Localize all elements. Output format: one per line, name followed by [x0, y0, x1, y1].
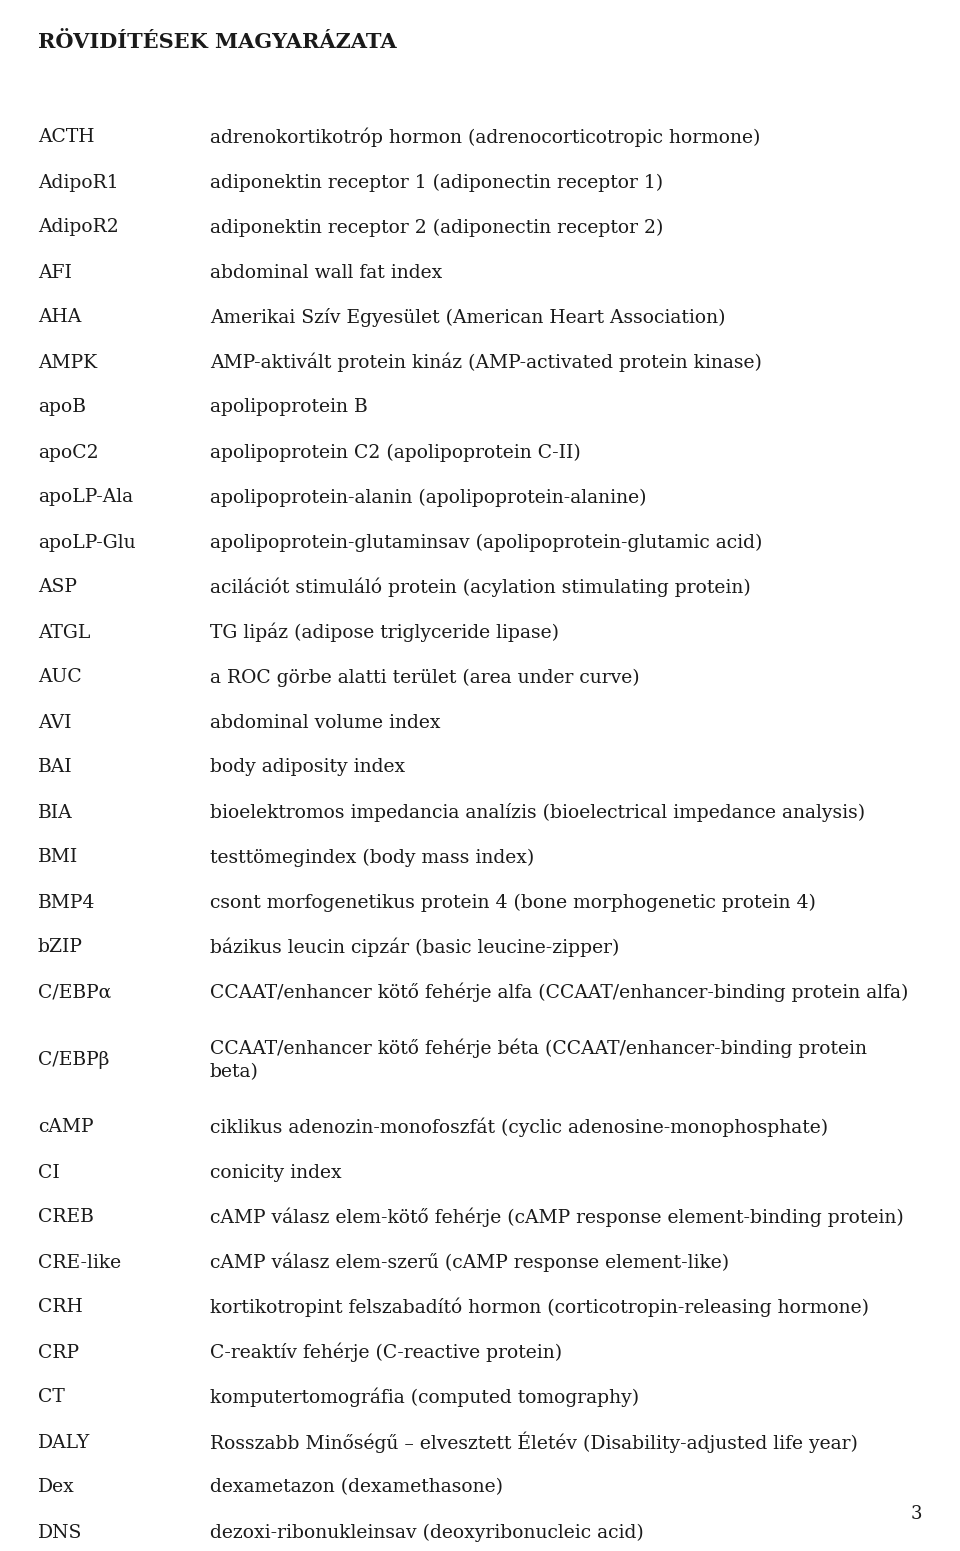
Text: apoLP-Glu: apoLP-Glu — [38, 534, 135, 552]
Text: ACTH: ACTH — [38, 129, 94, 146]
Text: CREB: CREB — [38, 1208, 94, 1227]
Text: testtömegindex (body mass index): testtömegindex (body mass index) — [210, 848, 535, 867]
Text: C/EBPβ: C/EBPβ — [38, 1052, 109, 1069]
Text: Rosszabb Minőségű – elvesztett Életév (Disability-adjusted life year): Rosszabb Minőségű – elvesztett Életév (D… — [210, 1432, 858, 1453]
Text: AHA: AHA — [38, 309, 82, 327]
Text: BMI: BMI — [38, 848, 79, 867]
Text: body adiposity index: body adiposity index — [210, 758, 405, 777]
Text: komputertomográfia (computed tomography): komputertomográfia (computed tomography) — [210, 1388, 639, 1407]
Text: dexametazon (dexamethasone): dexametazon (dexamethasone) — [210, 1478, 503, 1497]
Text: C-reaktív fehérje (C-reactive protein): C-reaktív fehérje (C-reactive protein) — [210, 1343, 563, 1362]
Text: a ROC görbe alatti terület (area under curve): a ROC görbe alatti terület (area under c… — [210, 668, 639, 687]
Text: kortikotropint felszabadító hormon (corticotropin-releasing hormone): kortikotropint felszabadító hormon (cort… — [210, 1298, 869, 1317]
Text: apolipoprotein C2 (apolipoprotein C-II): apolipoprotein C2 (apolipoprotein C-II) — [210, 444, 581, 462]
Text: BAI: BAI — [38, 758, 73, 777]
Text: bázikus leucin cipzár (basic leucine-zipper): bázikus leucin cipzár (basic leucine-zip… — [210, 938, 619, 957]
Text: BMP4: BMP4 — [38, 893, 95, 912]
Text: AdipoR1: AdipoR1 — [38, 174, 119, 191]
Text: apoB: apoB — [38, 399, 86, 417]
Text: CCAAT/enhancer kötő fehérje béta (CCAAT/enhancer-binding protein: CCAAT/enhancer kötő fehérje béta (CCAAT/… — [210, 1039, 867, 1058]
Text: apolipoprotein-glutaminsav (apolipoprotein-glutamic acid): apolipoprotein-glutaminsav (apolipoprote… — [210, 534, 762, 552]
Text: DALY: DALY — [38, 1433, 90, 1452]
Text: C/EBPα: C/EBPα — [38, 983, 111, 1002]
Text: beta): beta) — [210, 1062, 259, 1081]
Text: abdominal volume index: abdominal volume index — [210, 713, 441, 732]
Text: CT: CT — [38, 1388, 64, 1407]
Text: AVI: AVI — [38, 713, 71, 732]
Text: conicity index: conicity index — [210, 1163, 342, 1182]
Text: CRE-like: CRE-like — [38, 1253, 121, 1272]
Text: Dex: Dex — [38, 1478, 75, 1497]
Text: apoLP-Ala: apoLP-Ala — [38, 489, 133, 507]
Text: CI: CI — [38, 1163, 60, 1182]
Text: ciklikus adenozin-monofoszfát (cyclic adenosine-monophosphate): ciklikus adenozin-monofoszfát (cyclic ad… — [210, 1118, 828, 1137]
Text: AFI: AFI — [38, 264, 72, 281]
Text: Amerikai Szív Egyesület (American Heart Association): Amerikai Szív Egyesület (American Heart … — [210, 309, 726, 327]
Text: adiponektin receptor 2 (adiponectin receptor 2): adiponektin receptor 2 (adiponectin rece… — [210, 219, 663, 237]
Text: CRP: CRP — [38, 1343, 79, 1362]
Text: TG lipáz (adipose triglyceride lipase): TG lipáz (adipose triglyceride lipase) — [210, 624, 559, 642]
Text: adrenokortikotróp hormon (adrenocorticotropic hormone): adrenokortikotróp hormon (adrenocorticot… — [210, 127, 760, 147]
Text: 3: 3 — [910, 1504, 922, 1523]
Text: cAMP válasz elem-szerű (cAMP response element-like): cAMP válasz elem-szerű (cAMP response el… — [210, 1253, 730, 1272]
Text: ASP: ASP — [38, 579, 77, 597]
Text: CCAAT/enhancer kötő fehérje alfa (CCAAT/enhancer-binding protein alfa): CCAAT/enhancer kötő fehérje alfa (CCAAT/… — [210, 983, 908, 1002]
Text: adiponektin receptor 1 (adiponectin receptor 1): adiponektin receptor 1 (adiponectin rece… — [210, 174, 663, 192]
Text: dezoxi-ribonukleinsav (deoxyribonucleic acid): dezoxi-ribonukleinsav (deoxyribonucleic … — [210, 1523, 644, 1542]
Text: AMP-aktivált protein kináz (AMP-activated protein kinase): AMP-aktivált protein kináz (AMP-activate… — [210, 352, 762, 372]
Text: apolipoprotein B: apolipoprotein B — [210, 399, 368, 417]
Text: apoC2: apoC2 — [38, 444, 99, 462]
Text: abdominal wall fat index: abdominal wall fat index — [210, 264, 443, 281]
Text: acilációt stimuláló protein (acylation stimulating protein): acilációt stimuláló protein (acylation s… — [210, 579, 751, 597]
Text: cAMP: cAMP — [38, 1118, 93, 1137]
Text: csont morfogenetikus protein 4 (bone morphogenetic protein 4): csont morfogenetikus protein 4 (bone mor… — [210, 893, 816, 912]
Text: bioelektromos impedancia analízis (bioelectrical impedance analysis): bioelektromos impedancia analízis (bioel… — [210, 803, 865, 822]
Text: AUC: AUC — [38, 668, 82, 687]
Text: cAMP válasz elem-kötő fehérje (cAMP response element-binding protein): cAMP válasz elem-kötő fehérje (cAMP resp… — [210, 1208, 903, 1227]
Text: DNS: DNS — [38, 1523, 83, 1542]
Text: BIA: BIA — [38, 803, 73, 822]
Text: CRH: CRH — [38, 1298, 83, 1317]
Text: apolipoprotein-alanin (apolipoprotein-alanine): apolipoprotein-alanin (apolipoprotein-al… — [210, 489, 646, 507]
Text: RÖVIDÍTÉSEK MAGYARÁZATA: RÖVIDÍTÉSEK MAGYARÁZATA — [38, 33, 396, 53]
Text: bZIP: bZIP — [38, 938, 83, 957]
Text: AMPK: AMPK — [38, 354, 97, 372]
Text: ATGL: ATGL — [38, 624, 90, 642]
Text: AdipoR2: AdipoR2 — [38, 219, 119, 236]
